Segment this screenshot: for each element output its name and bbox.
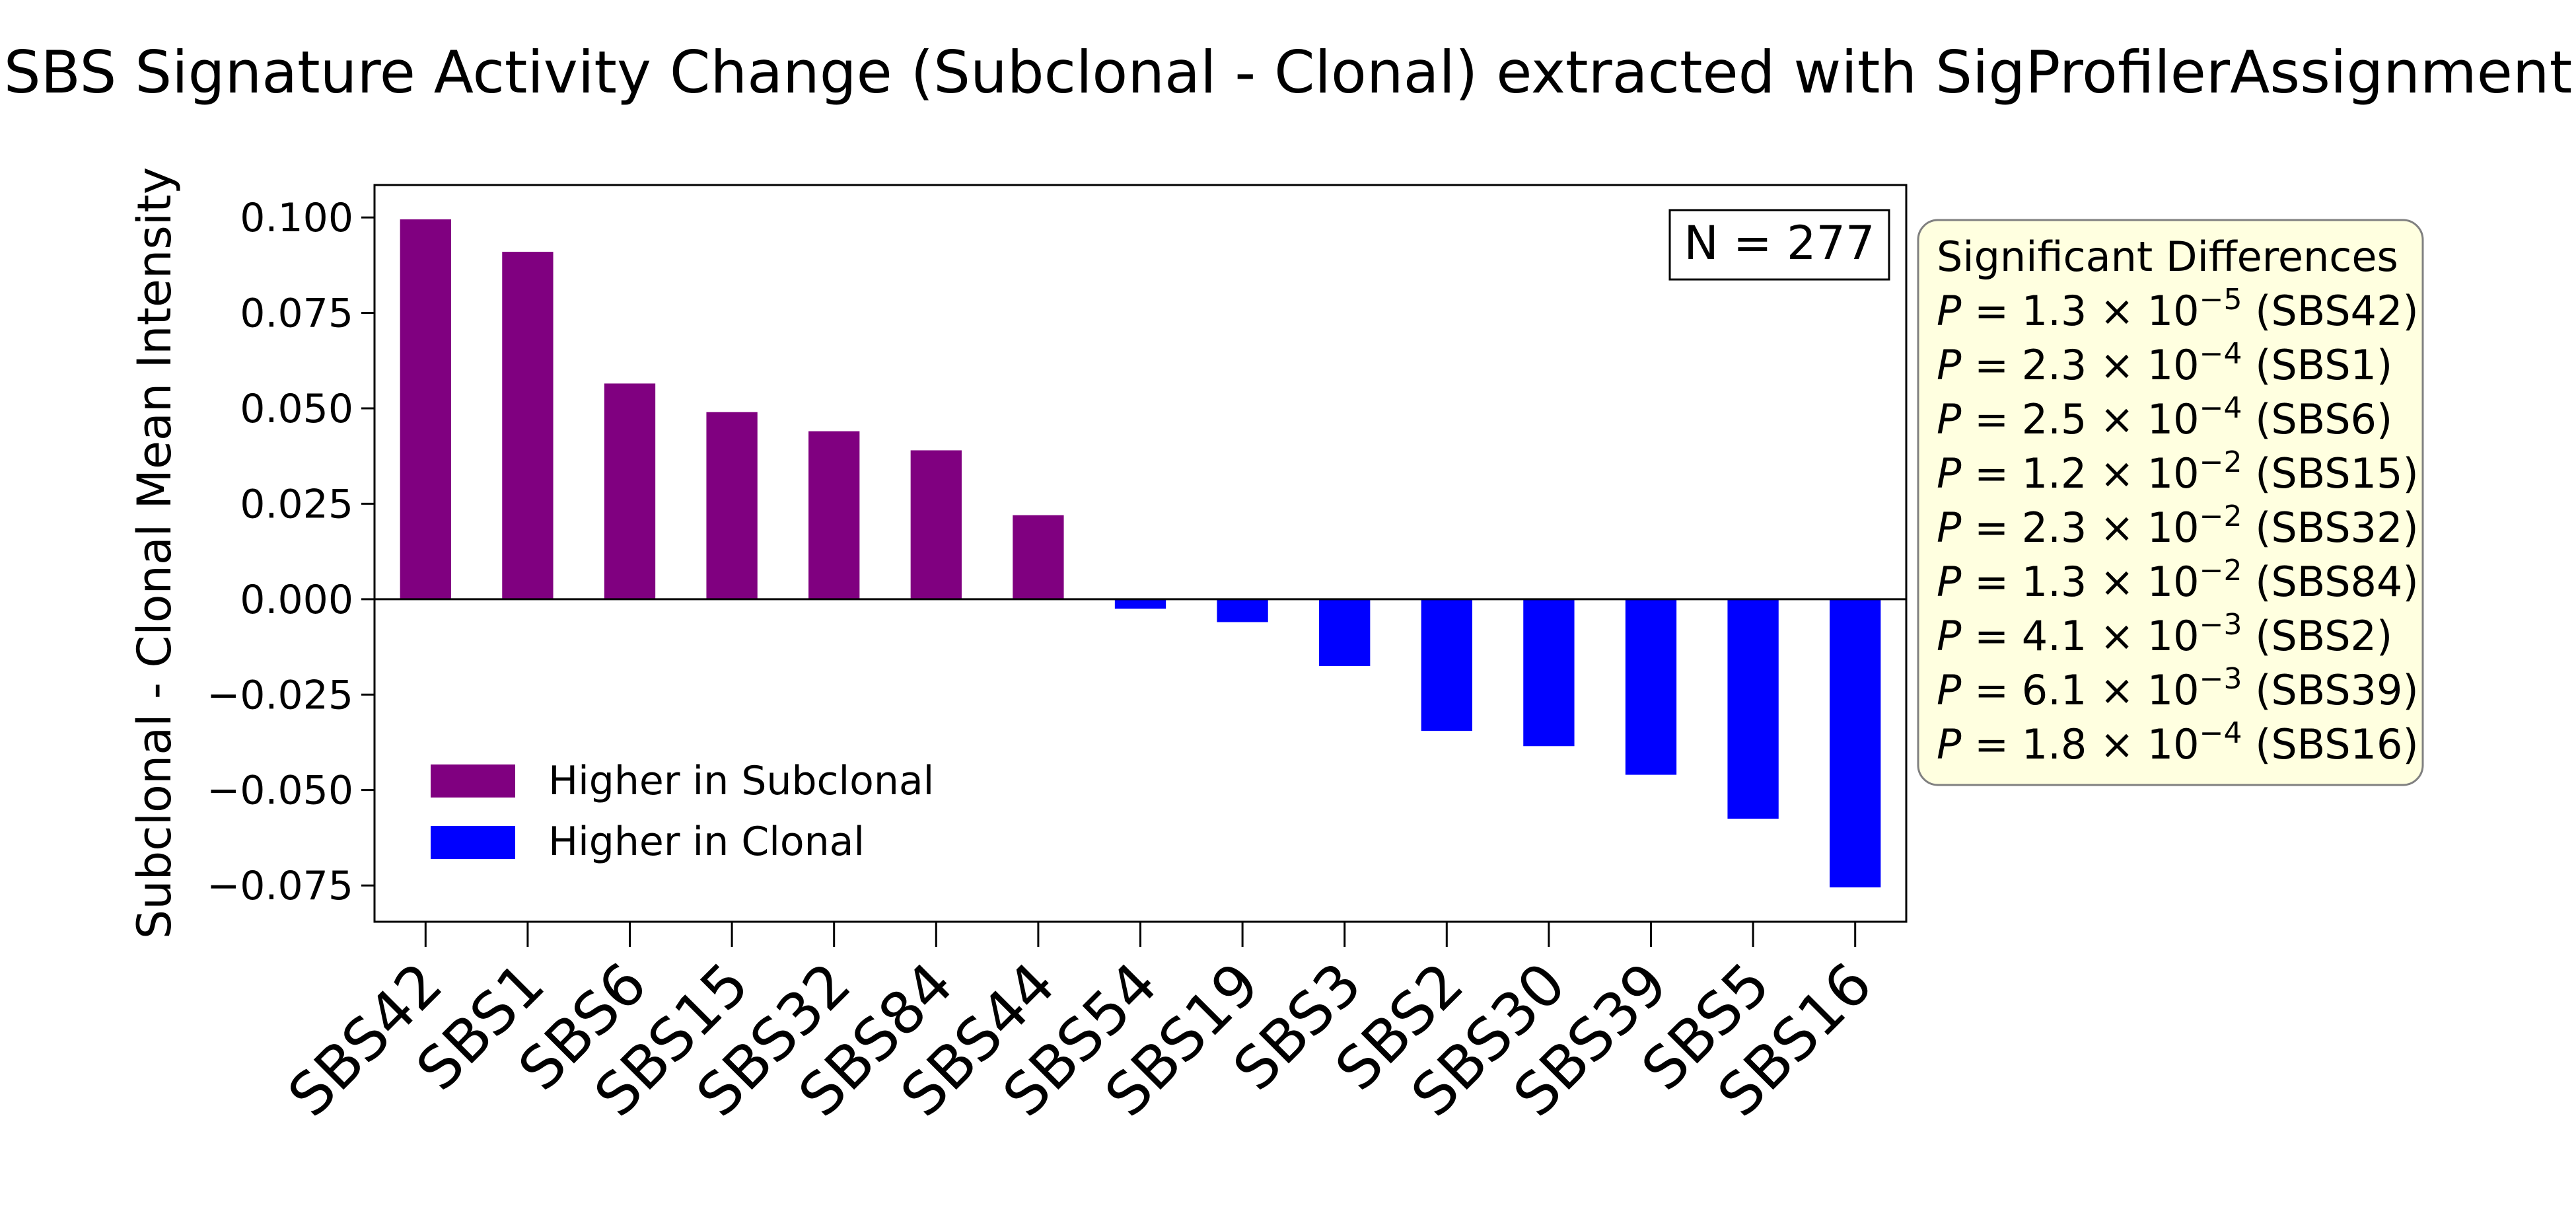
y-tick-label: 0.050	[240, 386, 353, 432]
y-tick-label: −0.075	[207, 863, 353, 909]
bar-sbs54	[1114, 599, 1166, 609]
bar-sbs32	[808, 431, 860, 599]
significance-item: P = 1.8 × 10−4 (SBS16)	[1937, 716, 2419, 768]
y-tick-label: 0.000	[240, 577, 353, 623]
n-annotation: N = 277	[1684, 216, 1875, 270]
bar-sbs42	[400, 219, 451, 599]
significance-item: P = 4.1 × 10−3 (SBS2)	[1937, 608, 2392, 660]
bar-sbs1	[502, 252, 554, 599]
bar-sbs16	[1830, 599, 1881, 888]
y-axis-label: Subclonal - Clonal Mean Intensity	[127, 167, 182, 939]
bar-sbs19	[1217, 599, 1268, 622]
bar-sbs15	[706, 412, 758, 599]
bar-sbs2	[1421, 599, 1472, 731]
bar-sbs3	[1319, 599, 1371, 666]
legend: Higher in Subclonal Higher in Clonal	[431, 758, 934, 865]
y-ticks-group: 0.100 0.075 0.050 0.025 0.000 −0.025 −0.050 −0.…	[207, 195, 375, 909]
bar-sbs5	[1727, 599, 1779, 819]
y-tick-label: 0.075	[240, 291, 353, 337]
significance-item: P = 2.3 × 10−4 (SBS1)	[1937, 337, 2392, 389]
x-ticks-group: SBS42SBS1SBS6SBS15SBS32SBS84SBS44SBS54SB…	[275, 922, 1885, 1130]
y-tick-label: −0.025	[207, 672, 353, 718]
y-tick-label: 0.025	[240, 481, 353, 527]
legend-swatch-subclonal	[431, 764, 515, 798]
significance-item: P = 1.2 × 10−2 (SBS15)	[1937, 445, 2419, 498]
legend-swatch-clonal	[431, 826, 515, 859]
significance-box-frame	[1917, 219, 2424, 786]
significance-item: P = 1.3 × 10−5 (SBS42)	[1937, 283, 2419, 335]
legend-label-subclonal: Higher in Subclonal	[548, 758, 934, 804]
bar-sbs6	[604, 383, 656, 599]
significance-title: Significant Differences	[1937, 233, 2398, 281]
bar-sbs84	[910, 450, 962, 599]
bar-sbs44	[1013, 515, 1064, 599]
significance-items: P = 1.3 × 10−5 (SBS42)P = 2.3 × 10−4 (SB…	[1937, 283, 2419, 768]
significance-item: P = 2.5 × 10−4 (SBS6)	[1937, 391, 2392, 443]
chart-title: SBS Signature Activity Change (Subclonal…	[4, 38, 2572, 106]
significance-item: P = 1.3 × 10−2 (SBS84)	[1937, 554, 2419, 606]
legend-label-clonal: Higher in Clonal	[548, 819, 865, 865]
significance-item: P = 6.1 × 10−3 (SBS39)	[1937, 662, 2419, 714]
bar-sbs39	[1625, 599, 1677, 775]
y-tick-label: −0.050	[207, 768, 353, 814]
bar-sbs30	[1523, 599, 1575, 747]
y-tick-label: 0.100	[240, 195, 353, 241]
significance-box: Significant Differences P = 1.3 × 10−5 (…	[1917, 219, 2424, 786]
bars-group	[400, 219, 1881, 888]
n-annotation-box	[1668, 209, 1890, 281]
significance-item: P = 2.3 × 10−2 (SBS32)	[1937, 500, 2419, 552]
